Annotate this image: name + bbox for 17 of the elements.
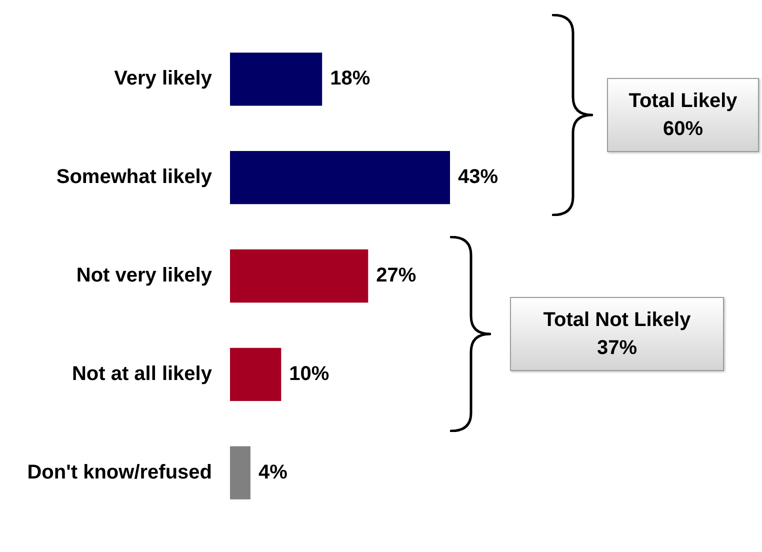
data-label: 4% xyxy=(258,461,288,484)
y-tick-label: Somewhat likely xyxy=(56,166,213,188)
y-tick-label: Don't know/refused xyxy=(27,461,212,484)
data-label: 10% xyxy=(289,362,330,385)
bar xyxy=(230,249,368,303)
bar xyxy=(230,348,282,401)
bar xyxy=(230,151,450,204)
text: Total Not Likely 37% xyxy=(543,308,691,361)
y-tick-label: Very likely xyxy=(114,68,213,90)
data-label: 43% xyxy=(458,166,498,188)
y-tick-label: Not at all likely xyxy=(72,362,213,385)
bar xyxy=(230,446,250,500)
data-label: 18% xyxy=(330,68,370,90)
text: Total Likely 60% xyxy=(628,89,738,142)
bar xyxy=(230,52,322,106)
data-label: 27% xyxy=(376,264,416,287)
y-tick-label: Not very likely xyxy=(76,264,213,287)
